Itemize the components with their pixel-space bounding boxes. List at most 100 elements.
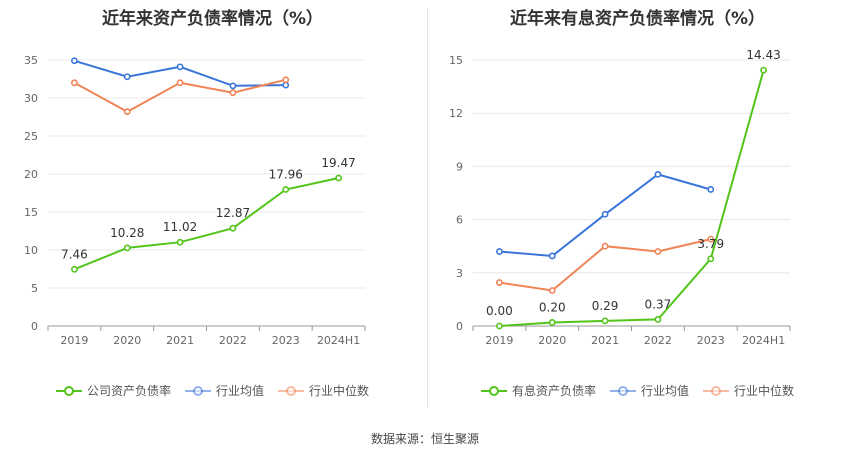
legend-swatch-icon: [278, 385, 304, 396]
data-point: [601, 242, 609, 250]
data-point: [282, 186, 290, 193]
series-line: [499, 69, 765, 327]
legend-item[interactable]: 行业中位数: [703, 382, 794, 399]
y-tick-label: 3: [456, 267, 463, 280]
data-point: [282, 81, 290, 89]
data-point: [548, 287, 556, 294]
data-point: [176, 79, 184, 87]
data-label: 0.20: [539, 300, 566, 314]
legend-label: 公司资产负债率: [86, 384, 171, 398]
legend-item[interactable]: 有息资产负债率: [480, 382, 596, 399]
data-label: 3.79: [697, 237, 724, 251]
data-label: 19.47: [321, 156, 355, 170]
data-point: [707, 186, 715, 193]
data-point: [176, 63, 184, 71]
y-tick-label: 35: [24, 54, 38, 67]
y-tick-label: 15: [24, 206, 38, 219]
data-point: [229, 224, 237, 232]
x-tick-label: 2020: [113, 334, 141, 347]
data-point: [707, 235, 715, 243]
y-tick-label: 5: [31, 282, 38, 295]
data-label: 14.43: [746, 48, 780, 62]
data-label: 0.29: [592, 299, 619, 313]
data-source: 数据来源：恒生聚源: [370, 432, 479, 446]
data-point: [229, 82, 237, 90]
legend-label: 行业均值: [215, 384, 264, 398]
data-point: [496, 248, 503, 255]
chart-title: 近年来有息资产负债率情况（%）: [509, 9, 766, 29]
data-point: [496, 322, 503, 330]
data-point: [760, 66, 767, 74]
y-tick-label: 20: [24, 168, 38, 181]
data-point: [335, 174, 342, 182]
x-tick-label: 2024H1: [317, 334, 360, 347]
y-tick-label: 10: [24, 244, 38, 257]
data-point: [707, 255, 715, 263]
chart-panel-debt-ratio: 近年来资产负债率情况（%） 0 5 10 15 20 25 30 35 2019 2020 2021…: [0, 0, 425, 420]
data-label: 0.00: [486, 304, 513, 318]
data-label: 0.37: [645, 297, 672, 311]
legend-label: 行业中位数: [309, 384, 370, 398]
x-tick-label: 2020: [538, 334, 566, 347]
x-tick-label: 2019: [485, 334, 513, 347]
legend-item[interactable]: 行业均值: [609, 382, 689, 399]
chart-panel-interest-debt-ratio: 近年来有息资产负债率情况（%） 0 3 6 9 12 15 2019 2020 2021 2022…: [425, 0, 850, 420]
data-point: [71, 79, 78, 87]
y-tick-label: 15: [449, 54, 463, 67]
data-point: [71, 265, 78, 273]
legend-item[interactable]: 公司资产负债率: [55, 382, 171, 399]
legend-item[interactable]: 行业中位数: [278, 382, 369, 399]
legend-swatch-icon: [703, 385, 729, 396]
x-tick-label: 2022: [219, 334, 247, 347]
legend-label: 有息资产负债率: [511, 384, 596, 398]
x-tick-label: 2023: [697, 334, 725, 347]
legend-item[interactable]: 行业均值: [184, 382, 264, 399]
data-point: [654, 248, 662, 255]
y-tick-label: 0: [456, 320, 463, 333]
x-tick-label: 2024H1: [742, 334, 785, 347]
y-tick-label: 9: [456, 160, 463, 173]
chart-title: 近年来资产负债率情况（%）: [101, 9, 324, 29]
x-tick-label: 2019: [60, 334, 88, 347]
data-label: 10.28: [110, 226, 144, 240]
debt-ratio-chart: 0 5 10 15 20 25 30 35 2019 2020 2021 2022 2023 2024H1…: [24, 54, 366, 347]
series-line: [74, 177, 339, 271]
data-label: 17.96: [269, 168, 303, 182]
y-tick-label: 12: [449, 107, 463, 120]
x-tick-label: 2021: [591, 334, 619, 347]
data-point: [548, 252, 556, 260]
panel-divider: [427, 8, 428, 408]
y-tick-label: 25: [24, 130, 38, 143]
data-point: [176, 238, 184, 246]
data-label: 11.02: [163, 220, 197, 234]
data-point: [654, 170, 662, 178]
data-point: [123, 73, 131, 81]
data-label: 12.87: [216, 206, 250, 220]
legend-swatch-icon: [480, 385, 507, 396]
chart-legend: 公司资产负债率 行业均值 行业中位数: [0, 382, 425, 399]
legend-label: 行业中位数: [734, 384, 795, 398]
chart-legend: 有息资产负债率 行业均值 行业中位数: [425, 382, 850, 399]
data-point: [654, 316, 662, 323]
legend-swatch-icon: [184, 385, 211, 396]
data-point: [548, 319, 556, 326]
data-point: [123, 108, 131, 116]
y-tick-label: 6: [456, 214, 463, 227]
data-label: 7.46: [61, 247, 88, 261]
legend-swatch-icon: [55, 385, 82, 396]
data-point: [601, 317, 609, 325]
x-tick-label: 2023: [272, 334, 300, 347]
interest-debt-ratio-chart: 0 3 6 9 12 15 2019 2020 2021 2022 2023 2024H1 0.00 0.…: [449, 48, 791, 347]
data-point: [496, 279, 503, 286]
x-tick-label: 2022: [644, 334, 672, 347]
x-tick-label: 2021: [166, 334, 194, 347]
data-point: [229, 89, 237, 97]
data-point: [123, 244, 131, 252]
data-point: [601, 210, 609, 218]
data-point: [282, 76, 290, 84]
y-tick-label: 0: [31, 320, 38, 333]
legend-label: 行业均值: [640, 384, 689, 398]
data-point: [71, 57, 78, 65]
legend-swatch-icon: [609, 385, 636, 396]
y-tick-label: 30: [24, 92, 38, 105]
